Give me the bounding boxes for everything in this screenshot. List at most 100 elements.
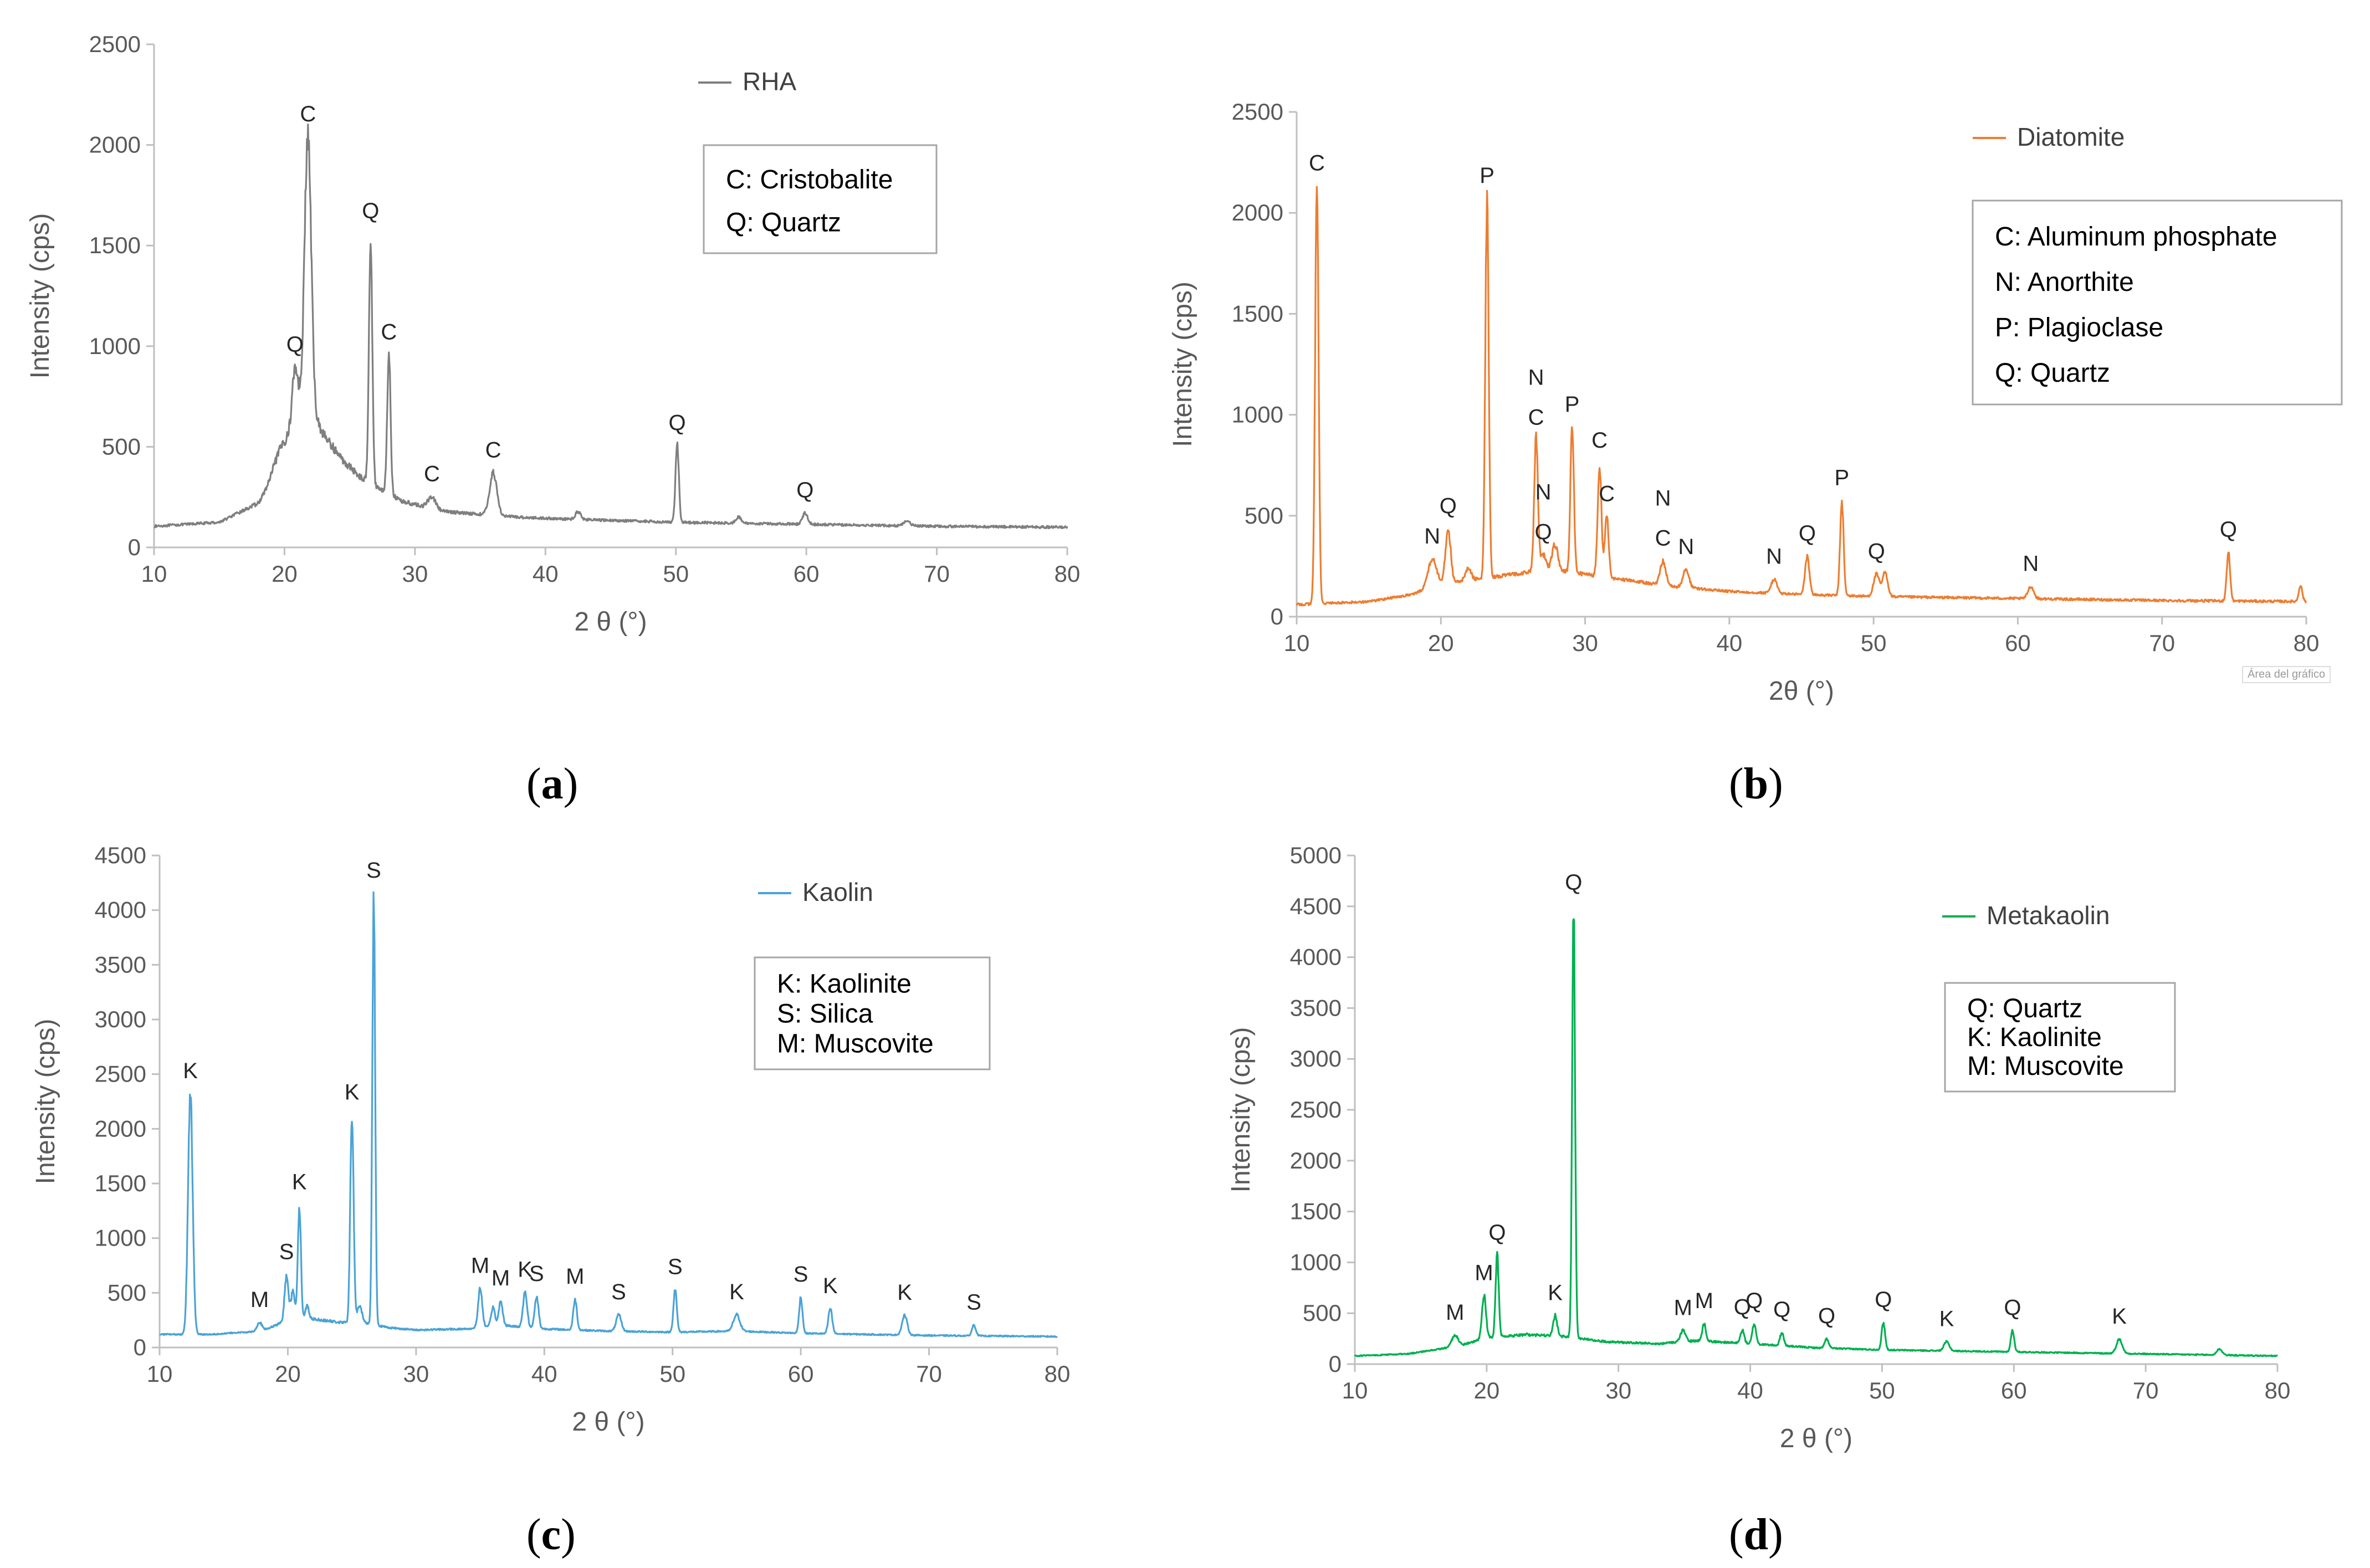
peak-label: K xyxy=(1548,1281,1563,1305)
chart-area-watermark: Área del gráfico xyxy=(2242,666,2331,683)
peak-label: Q xyxy=(1799,521,1816,546)
y-tick-label: 3000 xyxy=(1290,1046,1342,1072)
legend-series-name: Diatomite xyxy=(2017,122,2125,151)
x-tick-label: 40 xyxy=(531,1361,557,1387)
y-tick-label: 3500 xyxy=(1290,995,1342,1021)
x-tick-label: 70 xyxy=(2149,630,2175,656)
x-tick-label: 30 xyxy=(402,561,428,587)
y-tick-label: 1500 xyxy=(1290,1198,1342,1224)
peak-label: N xyxy=(2023,552,2039,576)
x-tick-label: 60 xyxy=(788,1361,814,1387)
xrd-series-line xyxy=(1354,918,2279,1357)
peak-label: M xyxy=(1475,1261,1493,1285)
phase-legend-entry: Q: Quartz xyxy=(726,208,841,238)
x-tick-label: 20 xyxy=(1473,1377,1499,1403)
caption-a: (a) xyxy=(526,760,579,808)
peak-label: Q xyxy=(1868,539,1885,563)
y-tick-label: 5000 xyxy=(1290,842,1342,868)
peak-label: P xyxy=(1835,466,1850,490)
peak-label: Q xyxy=(1488,1221,1506,1245)
peak-label: M xyxy=(250,1288,269,1312)
y-tick-label: 500 xyxy=(1303,1300,1342,1326)
phase-legend-box xyxy=(703,144,938,254)
peak-label: S xyxy=(529,1262,544,1286)
caption-d-label: d xyxy=(1743,1510,1769,1559)
y-tick-label: 0 xyxy=(1329,1351,1342,1377)
x-tick-label: 50 xyxy=(663,561,689,587)
x-tick-label: 70 xyxy=(916,1361,942,1387)
caption-c: (c) xyxy=(526,1510,576,1559)
y-tick-label: 500 xyxy=(1245,503,1283,529)
peak-label: Q xyxy=(1535,520,1552,545)
x-tick-label: 10 xyxy=(147,1361,173,1387)
peak-label: Q xyxy=(796,478,813,503)
phase-legend-box xyxy=(1972,199,2343,406)
peak-label: K xyxy=(823,1274,838,1298)
peak-label: S xyxy=(794,1262,808,1287)
peak-label: K xyxy=(1939,1307,1954,1331)
peak-label: M xyxy=(1446,1300,1464,1325)
y-tick-label: 1500 xyxy=(1232,300,1283,326)
x-tick-label: 10 xyxy=(1342,1377,1368,1403)
y-tick-label: 2000 xyxy=(1232,199,1283,226)
peak-label: Q xyxy=(1818,1304,1835,1329)
peak-label: N xyxy=(1535,480,1552,505)
peak-label: K xyxy=(518,1257,533,1282)
x-tick-label: 40 xyxy=(1716,630,1742,656)
y-tick-label: 2000 xyxy=(95,1115,146,1141)
panel-d: 0 500 1000 1500 2000 2500 3000 3500 4000 4500 5000… xyxy=(1164,803,2370,1568)
x-tick-label: 80 xyxy=(2265,1377,2291,1403)
x-tick-label: 50 xyxy=(1861,630,1887,656)
peak-label: C xyxy=(485,438,501,463)
x-axis-title: 2θ (°) xyxy=(1769,677,1834,706)
x-tick-label: 70 xyxy=(2133,1377,2159,1403)
panel-b: 0 500 1000 1500 2000 2500 10 20 30 40 50 60 70 80 2θ (… xyxy=(1164,0,2370,808)
peak-label: S xyxy=(279,1240,294,1264)
peak-label: M xyxy=(566,1264,584,1289)
peak-label: K xyxy=(183,1059,198,1083)
y-tick-label: 1000 xyxy=(1232,402,1283,428)
chart-c: 0 500 1000 1500 2000 2500 3000 3500 4000 4500 10 20… xyxy=(31,842,1071,1437)
peak-label: C xyxy=(1309,151,1325,175)
peak-label: P xyxy=(1480,163,1494,188)
peak-label: M xyxy=(1695,1289,1713,1313)
y-tick-label: 2500 xyxy=(1290,1096,1342,1123)
y-tick-label: 3000 xyxy=(95,1006,146,1032)
caption-c-label: c xyxy=(541,1510,561,1559)
peak-label: C xyxy=(1528,405,1544,429)
peak-label: N xyxy=(1528,365,1544,390)
peak-label: Q xyxy=(362,199,379,223)
peak-label: Q xyxy=(1745,1289,1763,1313)
x-tick-label: 80 xyxy=(1045,1361,1071,1387)
peak-label: C xyxy=(381,320,397,345)
peak-label: S xyxy=(966,1290,981,1314)
phase-legend-entry: P: Plagioclase xyxy=(1995,313,2163,342)
xrd-series-line xyxy=(159,891,1058,1339)
peak-label: Q xyxy=(286,332,304,357)
phase-legend-entry: S: Silica xyxy=(777,999,873,1028)
x-tick-label: 10 xyxy=(1284,630,1310,656)
legend-series-name: Kaolin xyxy=(802,878,873,906)
caption-b: (b) xyxy=(1729,760,1783,808)
peak-label: C xyxy=(1655,526,1671,550)
y-tick-label: 2000 xyxy=(1290,1147,1342,1174)
y-tick-label: 4000 xyxy=(1290,944,1342,970)
y-axis-title: Intensity (cps) xyxy=(1168,281,1197,447)
peak-label: K xyxy=(345,1080,360,1104)
chart-b: 0 500 1000 1500 2000 2500 10 20 30 40 50 60 70 80 2θ (… xyxy=(1168,99,2343,706)
peak-label: N xyxy=(1766,544,1782,568)
peak-label: N xyxy=(1424,524,1440,549)
y-tick-label: 1500 xyxy=(89,232,141,258)
chart-d: 0 500 1000 1500 2000 2500 3000 3500 4000 4500 5000… xyxy=(1226,842,2291,1453)
peak-label: Q xyxy=(1734,1295,1751,1320)
y-tick-label: 1000 xyxy=(89,333,141,359)
caption-d: (d) xyxy=(1729,1510,1783,1559)
y-tick-label: 0 xyxy=(134,1334,146,1360)
phase-legend-entry: M: Muscovite xyxy=(777,1029,934,1058)
phase-legend-entry: C: Aluminum phosphate xyxy=(1995,222,2277,252)
peak-label: N xyxy=(1655,486,1671,510)
phase-legend-entry: Q: Quartz xyxy=(1995,358,2110,388)
y-tick-label: 3500 xyxy=(95,951,146,977)
x-tick-label: 30 xyxy=(403,1361,429,1387)
phase-legend-box xyxy=(1944,982,2176,1093)
